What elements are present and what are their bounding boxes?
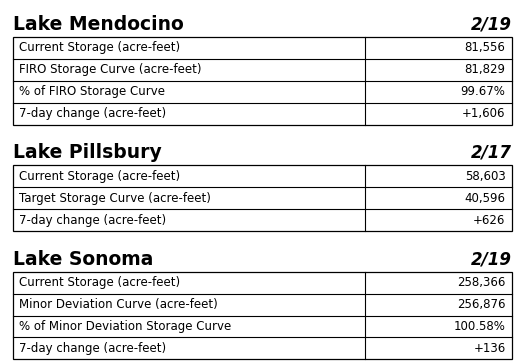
Text: 7-day change (acre-feet): 7-day change (acre-feet) <box>19 213 166 227</box>
Text: 100.58%: 100.58% <box>454 320 506 333</box>
Text: +626: +626 <box>473 213 506 227</box>
Text: Lake Pillsbury: Lake Pillsbury <box>13 143 162 162</box>
Text: Target Storage Curve (acre-feet): Target Storage Curve (acre-feet) <box>19 192 211 205</box>
Bar <box>13 37 512 125</box>
Text: 2/17: 2/17 <box>471 144 512 162</box>
Text: 2/19: 2/19 <box>471 250 512 268</box>
Text: 40,596: 40,596 <box>465 192 506 205</box>
Text: 58,603: 58,603 <box>465 170 506 183</box>
Text: Minor Deviation Curve (acre-feet): Minor Deviation Curve (acre-feet) <box>19 298 218 311</box>
Text: FIRO Storage Curve (acre-feet): FIRO Storage Curve (acre-feet) <box>19 64 202 76</box>
Text: 81,829: 81,829 <box>465 64 506 76</box>
Text: Current Storage (acre-feet): Current Storage (acre-feet) <box>19 170 181 183</box>
Text: 258,366: 258,366 <box>457 276 506 289</box>
Text: Lake Mendocino: Lake Mendocino <box>13 15 184 34</box>
Text: Current Storage (acre-feet): Current Storage (acre-feet) <box>19 41 181 54</box>
Bar <box>13 166 512 231</box>
Text: Current Storage (acre-feet): Current Storage (acre-feet) <box>19 276 181 289</box>
Text: 81,556: 81,556 <box>465 41 506 54</box>
Text: 99.67%: 99.67% <box>461 85 506 98</box>
Text: % of Minor Deviation Storage Curve: % of Minor Deviation Storage Curve <box>19 320 232 333</box>
Text: +136: +136 <box>474 342 506 355</box>
Text: Lake Sonoma: Lake Sonoma <box>13 250 153 269</box>
Text: 7-day change (acre-feet): 7-day change (acre-feet) <box>19 342 166 355</box>
Text: 7-day change (acre-feet): 7-day change (acre-feet) <box>19 107 166 120</box>
Text: 2/19: 2/19 <box>471 16 512 33</box>
Text: % of FIRO Storage Curve: % of FIRO Storage Curve <box>19 85 165 98</box>
Text: +1,606: +1,606 <box>462 107 506 120</box>
Bar <box>13 272 512 359</box>
Text: 256,876: 256,876 <box>457 298 506 311</box>
